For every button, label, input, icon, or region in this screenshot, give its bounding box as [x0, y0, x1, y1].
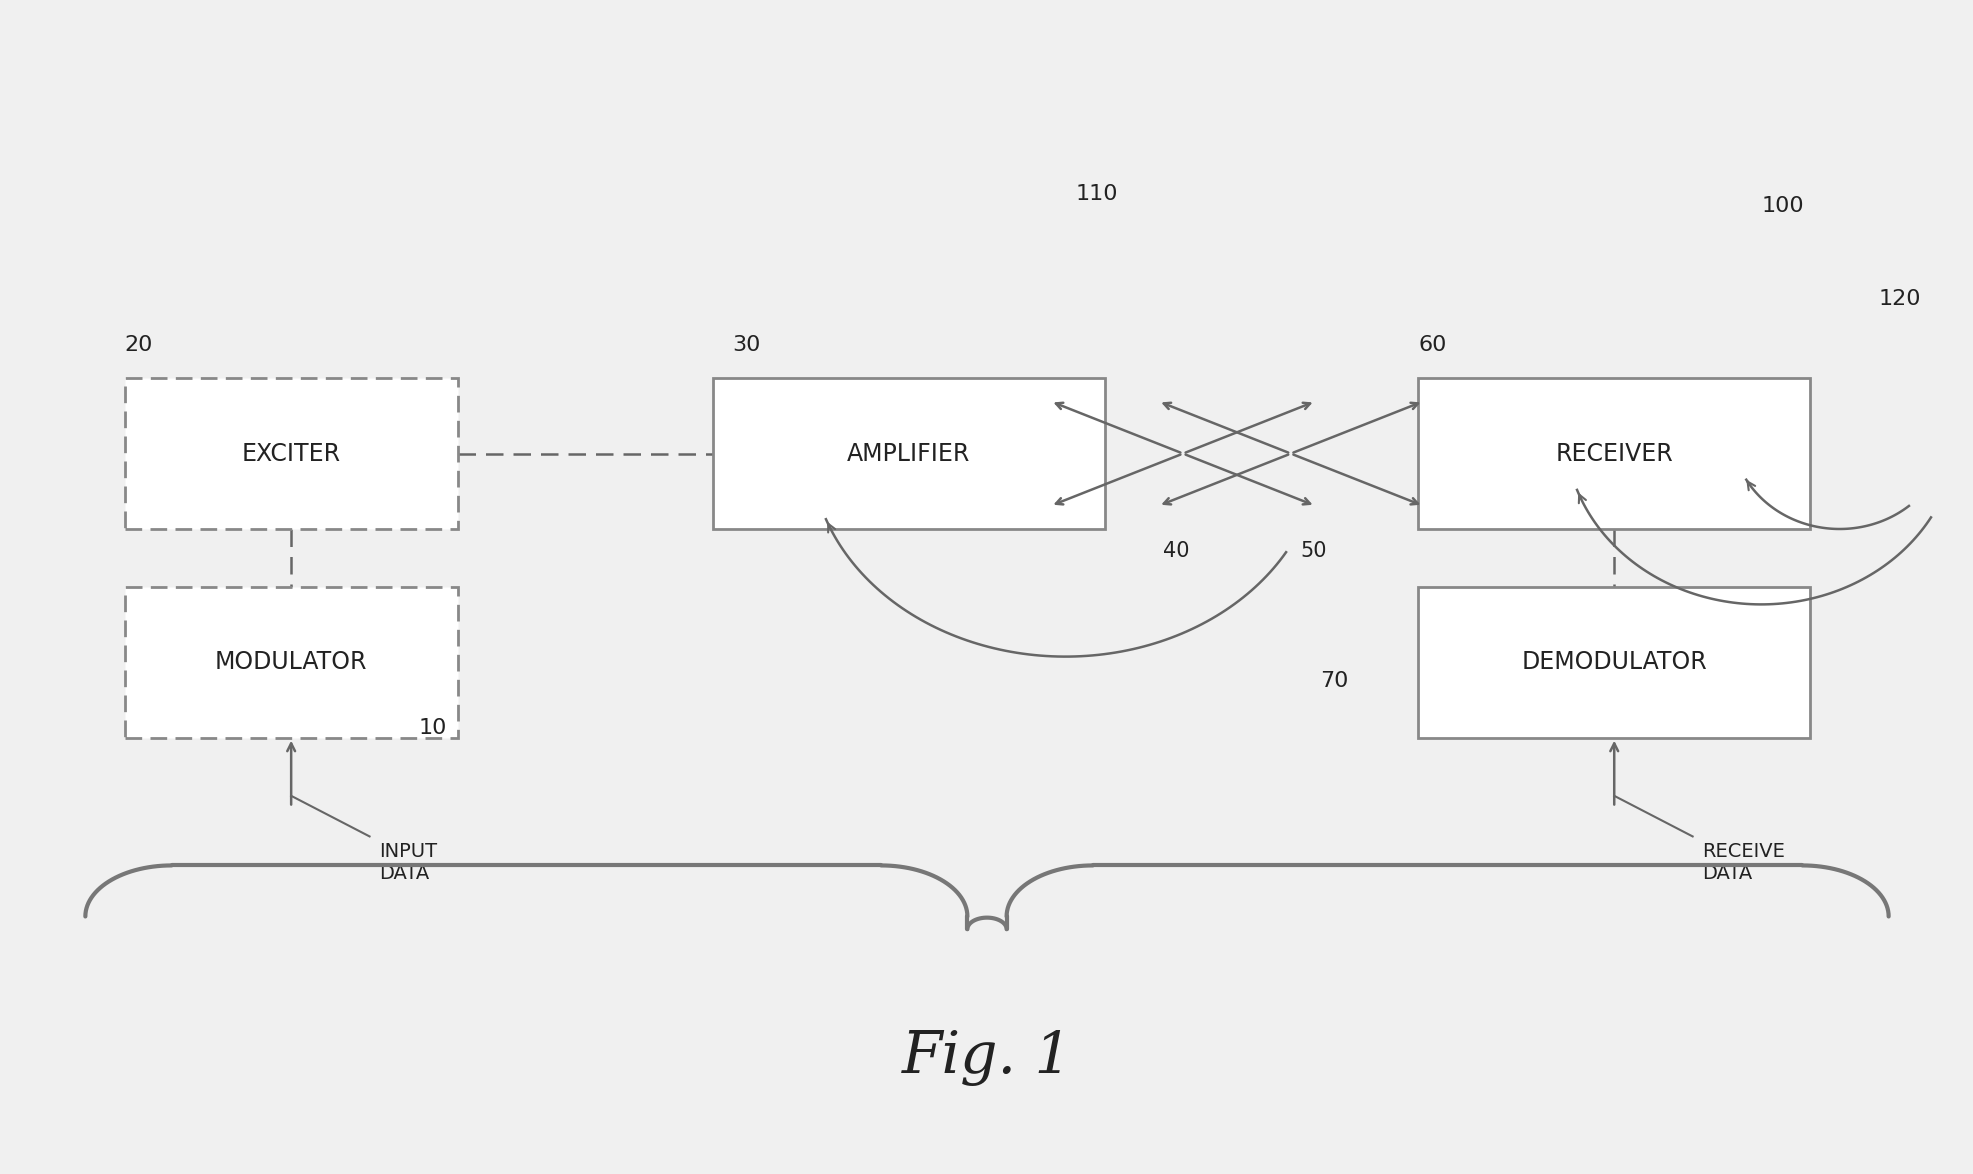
Text: 20: 20: [124, 335, 152, 355]
Bar: [124, 587, 458, 737]
Text: AMPLIFIER: AMPLIFIER: [846, 441, 971, 466]
Text: 40: 40: [1162, 540, 1190, 561]
Text: 110: 110: [1075, 184, 1117, 204]
Text: RECEIVE
DATA: RECEIVE DATA: [1701, 842, 1784, 883]
Text: 60: 60: [1417, 335, 1446, 355]
Text: RECEIVER: RECEIVER: [1555, 441, 1673, 466]
Text: INPUT
DATA: INPUT DATA: [379, 842, 438, 883]
Text: 50: 50: [1300, 540, 1326, 561]
Bar: [712, 378, 1105, 529]
Text: MODULATOR: MODULATOR: [215, 650, 367, 674]
Text: 70: 70: [1320, 672, 1348, 691]
Text: 10: 10: [418, 717, 446, 737]
Bar: [1417, 378, 1809, 529]
Bar: [1417, 587, 1809, 737]
Text: 30: 30: [732, 335, 760, 355]
Text: EXCITER: EXCITER: [241, 441, 341, 466]
Bar: [124, 378, 458, 529]
Text: DEMODULATOR: DEMODULATOR: [1521, 650, 1707, 674]
Text: Fig. 1: Fig. 1: [902, 1030, 1071, 1086]
Text: 120: 120: [1878, 289, 1920, 309]
Text: 100: 100: [1760, 196, 1803, 216]
